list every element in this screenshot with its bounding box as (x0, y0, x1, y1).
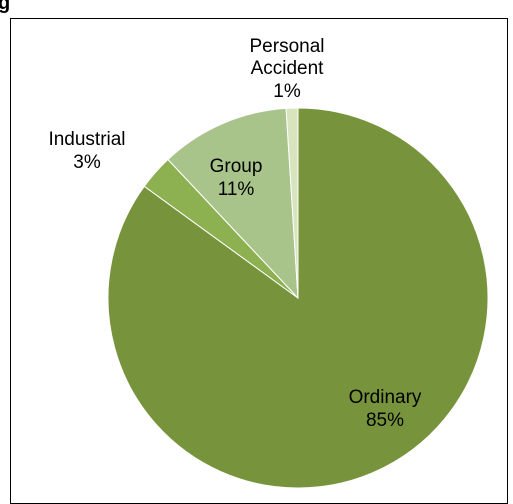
slice-label: Group (209, 156, 263, 177)
slice-value: 11% (217, 179, 255, 200)
slice-label: Personal Accident (249, 36, 325, 79)
slice-label: Ordinary (348, 387, 422, 408)
chart-title: g (0, 0, 11, 14)
slice-value: 3% (73, 152, 101, 173)
pie-slice (167, 107, 299, 300)
slice-value: 85% (365, 410, 405, 431)
slice-label: Industrial (48, 129, 126, 150)
pie-slice (285, 107, 299, 299)
slice-value: 1% (273, 81, 301, 102)
